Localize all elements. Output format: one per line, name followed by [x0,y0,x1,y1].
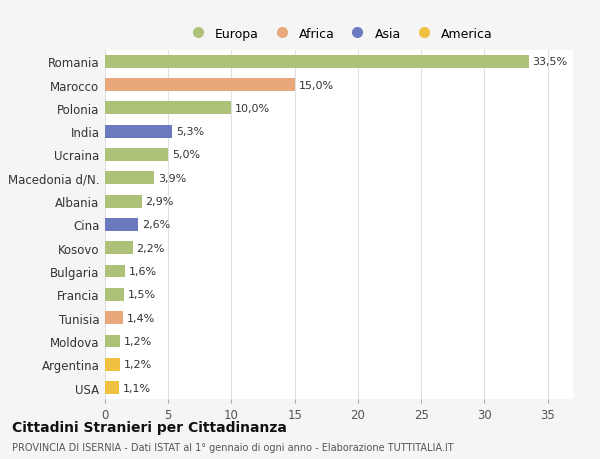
Text: 33,5%: 33,5% [533,57,568,67]
Bar [105,218,138,231]
Text: 1,5%: 1,5% [128,290,156,300]
Bar [105,102,232,115]
Text: 2,9%: 2,9% [145,196,174,207]
Text: 5,3%: 5,3% [176,127,204,137]
Text: 5,0%: 5,0% [172,150,200,160]
Text: 2,6%: 2,6% [142,220,170,230]
Legend: Europa, Africa, Asia, America: Europa, Africa, Asia, America [185,28,493,41]
Bar [105,265,125,278]
Text: 1,2%: 1,2% [124,336,152,346]
Bar [105,56,529,68]
Text: 3,9%: 3,9% [158,174,187,184]
Text: PROVINCIA DI ISERNIA - Dati ISTAT al 1° gennaio di ogni anno - Elaborazione TUTT: PROVINCIA DI ISERNIA - Dati ISTAT al 1° … [12,442,454,452]
Text: 10,0%: 10,0% [235,104,271,114]
Text: 2,2%: 2,2% [137,243,165,253]
Bar [105,79,295,92]
Bar [105,172,154,185]
Bar [105,195,142,208]
Bar [105,125,172,138]
Text: 1,6%: 1,6% [129,266,157,276]
Text: 1,2%: 1,2% [124,359,152,369]
Bar [105,335,120,347]
Bar [105,381,119,394]
Text: 15,0%: 15,0% [299,80,334,90]
Bar [105,288,124,301]
Text: 1,1%: 1,1% [123,383,151,393]
Bar [105,358,120,371]
Text: 1,4%: 1,4% [127,313,155,323]
Bar [105,312,123,325]
Bar [105,149,168,162]
Bar [105,242,133,255]
Text: Cittadini Stranieri per Cittadinanza: Cittadini Stranieri per Cittadinanza [12,420,287,434]
